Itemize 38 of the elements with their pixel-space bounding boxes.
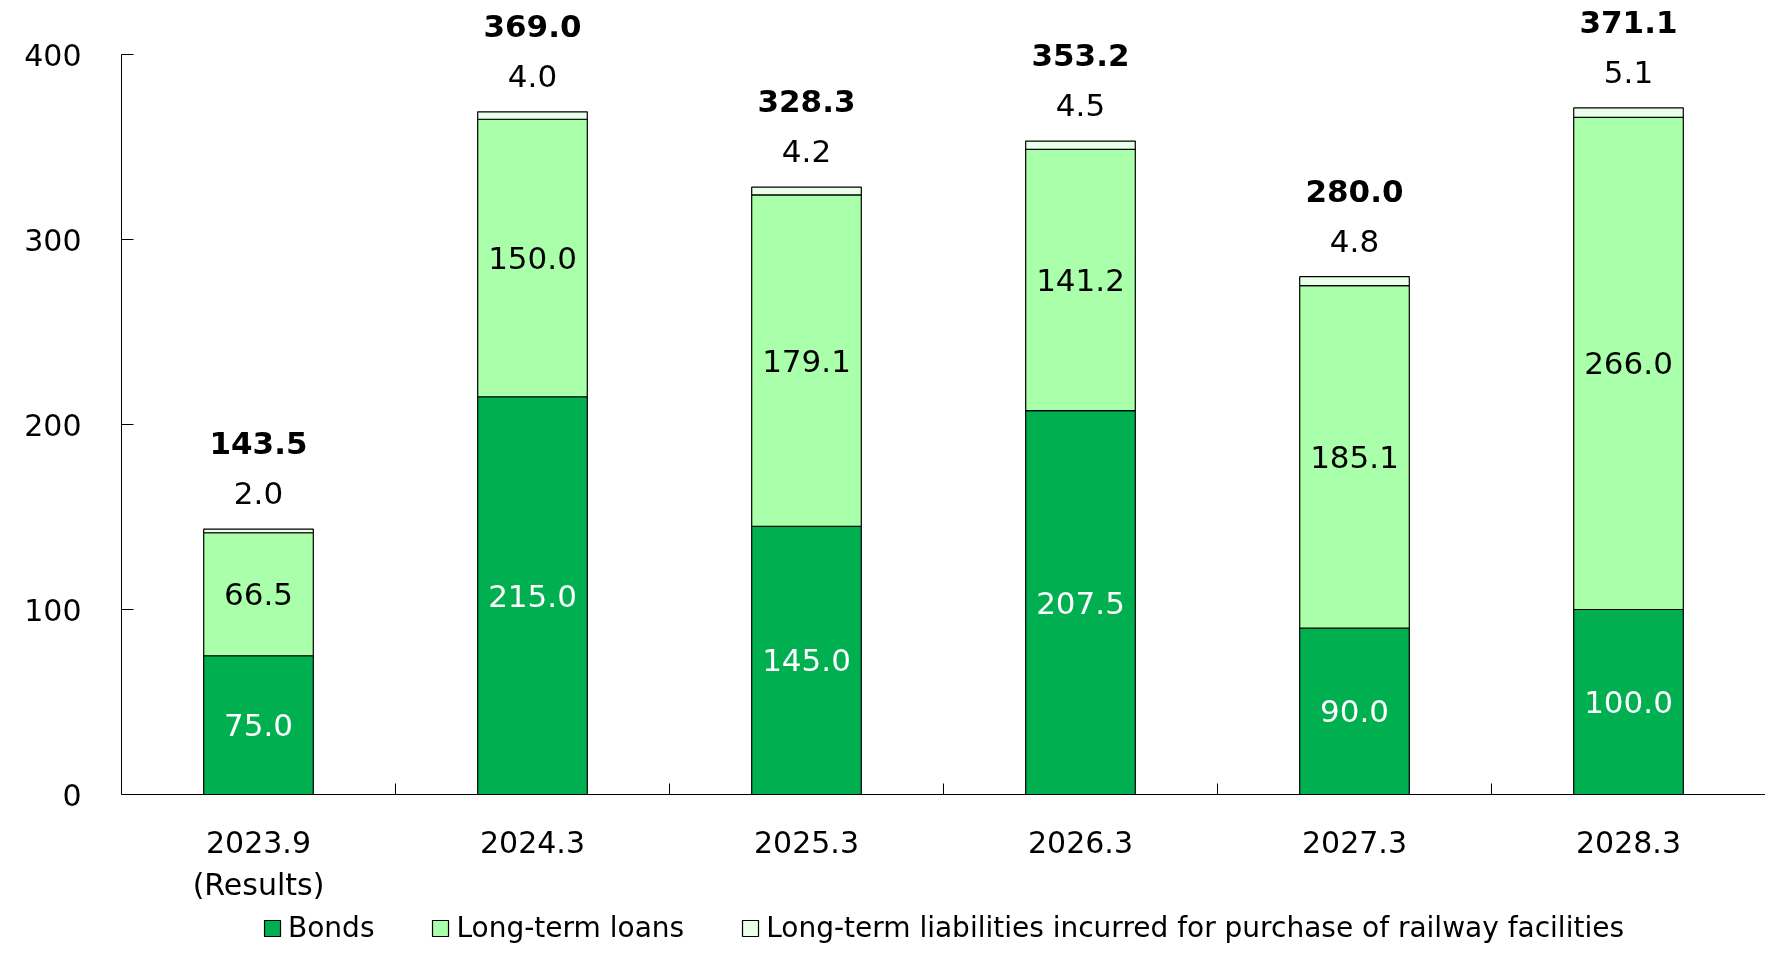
x-tick-label: 2026.3 — [1028, 824, 1133, 860]
data-label: 100.0 — [1584, 684, 1673, 720]
data-label: 5.1 — [1603, 53, 1654, 90]
y-tick-label: 400 — [24, 37, 82, 73]
total-label: 328.3 — [757, 83, 856, 120]
total-label: 143.5 — [209, 425, 308, 462]
data-label: 185.1 — [1310, 438, 1399, 475]
total-label: 371.1 — [1579, 3, 1678, 40]
data-label: 4.2 — [781, 133, 832, 170]
data-label: 266.0 — [1584, 345, 1673, 382]
data-label: 150.0 — [488, 240, 577, 276]
total-label: 369.0 — [483, 7, 582, 44]
x-tick-label: 2027.3 — [1302, 824, 1407, 860]
x-tick-label: 2023.9 (Results) — [192, 824, 325, 902]
legend-label: Long-term liabilities incurred for purchase of railway facilities — [766, 911, 1624, 944]
data-label: 141.2 — [1036, 262, 1125, 299]
y-tick-label: 200 — [24, 407, 82, 443]
data-label: 66.5 — [223, 576, 294, 613]
total-label: 280.0 — [1305, 172, 1404, 209]
data-label: 90.0 — [1319, 693, 1390, 730]
x-tick-label: 2024.3 — [480, 824, 585, 860]
legend-label: Bonds — [288, 911, 375, 944]
data-label: 207.5 — [1036, 584, 1125, 621]
data-label: 2.0 — [233, 475, 284, 512]
y-tick-label: 300 — [24, 222, 82, 258]
legend-label: Long-term loans — [456, 911, 685, 944]
data-label: 4.0 — [507, 57, 558, 94]
x-tick-label: 2025.3 — [754, 824, 859, 860]
total-label: 353.2 — [1031, 37, 1130, 74]
y-tick-label: 100 — [24, 592, 82, 628]
y-tick-label: 0 — [62, 777, 82, 813]
data-label: 215.0 — [488, 577, 577, 614]
data-label: 145.0 — [762, 642, 851, 679]
x-tick-label: 2028.3 — [1576, 824, 1681, 860]
data-label: 4.5 — [1055, 87, 1106, 124]
data-label: 75.0 — [223, 707, 294, 744]
data-label: 4.8 — [1329, 222, 1380, 259]
data-label: 179.1 — [762, 342, 851, 379]
